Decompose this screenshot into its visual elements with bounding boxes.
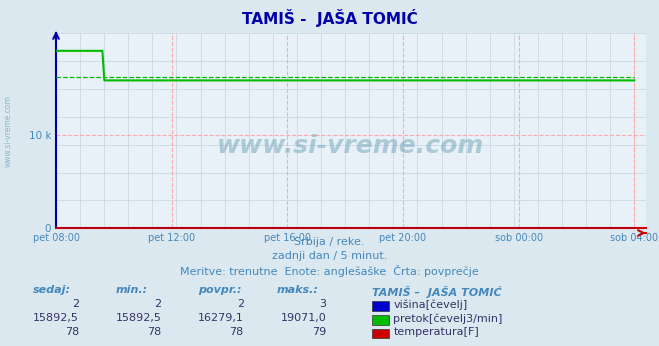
Text: temperatura[F]: temperatura[F]	[393, 327, 479, 337]
Text: 19071,0: 19071,0	[281, 313, 326, 323]
Text: sedaj:: sedaj:	[33, 285, 71, 295]
Text: 16279,1: 16279,1	[198, 313, 244, 323]
Text: pretok[čevelj3/min]: pretok[čevelj3/min]	[393, 313, 503, 324]
Text: TAMIŠ –  JAŠA TOMIĆ: TAMIŠ – JAŠA TOMIĆ	[372, 285, 502, 298]
Text: min.:: min.:	[115, 285, 148, 295]
Text: 79: 79	[312, 327, 326, 337]
Text: zadnji dan / 5 minut.: zadnji dan / 5 minut.	[272, 251, 387, 261]
Text: 15892,5: 15892,5	[115, 313, 161, 323]
Text: 2: 2	[72, 299, 79, 309]
Text: Meritve: trenutne  Enote: anglešaške  Črta: povprečje: Meritve: trenutne Enote: anglešaške Črta…	[180, 265, 479, 277]
Text: 15892,5: 15892,5	[33, 313, 79, 323]
Text: 78: 78	[65, 327, 79, 337]
Text: 2: 2	[154, 299, 161, 309]
Text: povpr.:: povpr.:	[198, 285, 241, 295]
Text: 3: 3	[319, 299, 326, 309]
Text: www.si-vreme.com: www.si-vreme.com	[3, 95, 13, 167]
Text: Srbija / reke.: Srbija / reke.	[295, 237, 364, 247]
Text: 2: 2	[237, 299, 244, 309]
Text: maks.:: maks.:	[277, 285, 319, 295]
Text: 78: 78	[229, 327, 244, 337]
Text: višina[čevelj]: višina[čevelj]	[393, 299, 468, 310]
Text: 78: 78	[147, 327, 161, 337]
Text: TAMIŠ -  JAŠA TOMIĆ: TAMIŠ - JAŠA TOMIĆ	[242, 9, 417, 27]
Text: www.si-vreme.com: www.si-vreme.com	[217, 134, 484, 158]
